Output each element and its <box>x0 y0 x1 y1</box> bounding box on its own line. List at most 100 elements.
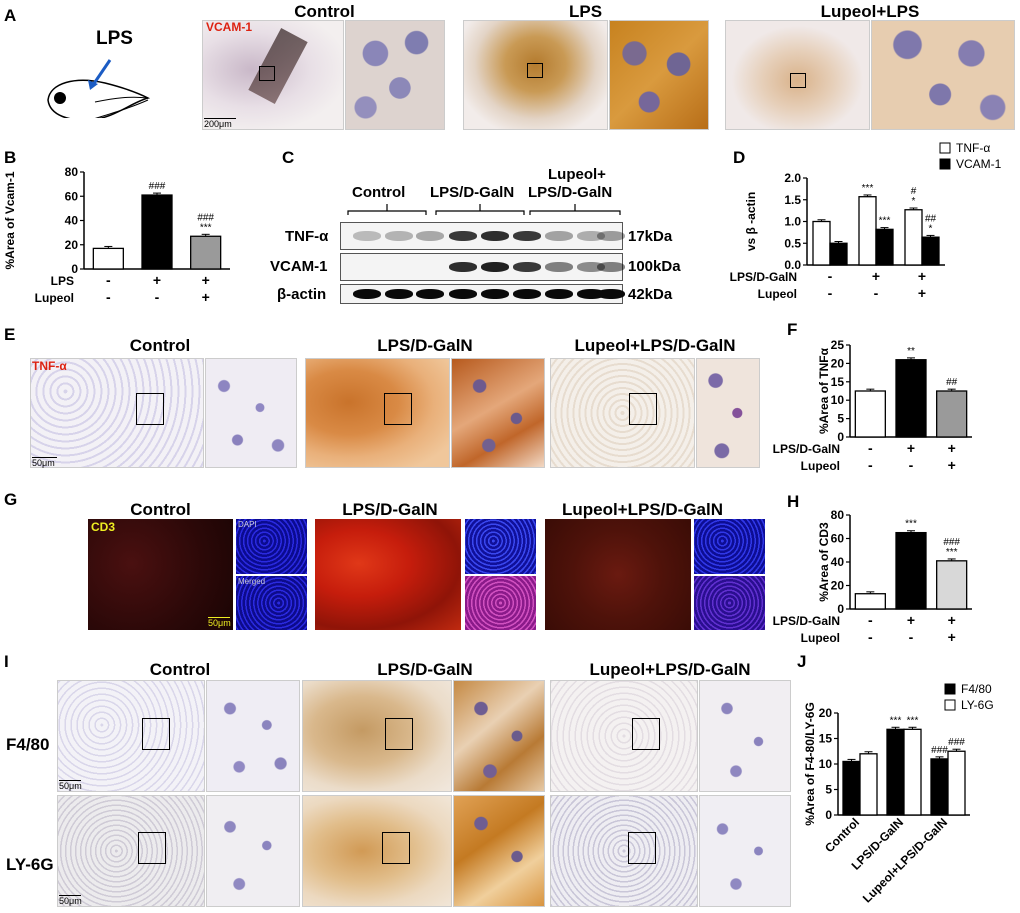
y-tick-label: 5 <box>837 412 844 426</box>
y-tick-label: 40 <box>65 214 79 228</box>
y-tick-label: 0.5 <box>784 236 801 250</box>
treatment-sign: - <box>155 289 160 305</box>
i-control-ly6g-zoom <box>206 795 300 907</box>
treatment-sign: + <box>153 272 161 288</box>
y-tick-label: 15 <box>819 732 833 746</box>
i-scale-bar-1: 50μm <box>59 780 82 791</box>
panel-label-a: A <box>4 6 17 25</box>
panel-label-j: J <box>797 652 807 671</box>
i-lps-f480-zoom <box>453 680 545 792</box>
blot-band <box>597 231 625 241</box>
significance-mark: *** <box>905 519 917 530</box>
a-title-lupeol-lps: Lupeol+LPS <box>820 2 920 21</box>
treatment-label: LPS/D-GalN <box>730 270 797 284</box>
i-lps-ly6g-zoom <box>453 795 545 907</box>
c-blot-tnf <box>340 222 625 250</box>
g-lupeol-dapi <box>694 519 765 574</box>
i-lupeol-ly6g-zoom-box <box>628 832 656 864</box>
significance-mark: *** <box>890 715 902 726</box>
blot-band <box>481 231 509 241</box>
panel-label-i: I <box>4 652 9 671</box>
y-tick-label: 1.5 <box>784 193 801 207</box>
bar <box>895 359 927 438</box>
y-tick-label: 40 <box>831 555 845 569</box>
i-lps-f480-zoom-box <box>385 718 413 750</box>
treatment-sign: + <box>948 440 956 456</box>
g-scale-text: 50μm <box>208 618 231 628</box>
significance-mark: * <box>912 196 916 207</box>
treatment-sign: + <box>907 612 915 628</box>
treatment-sign: - <box>106 272 111 288</box>
y-axis-label: %Area of TNFα <box>817 347 831 434</box>
i-lupeol-f480-zoom-box <box>632 718 660 750</box>
significance-mark: # <box>911 186 917 197</box>
c-row-tnf: TNF-α <box>285 228 329 245</box>
i-row-f480: F4/80 <box>6 735 50 754</box>
significance-mark: *** <box>946 547 958 558</box>
blot-band <box>513 262 541 272</box>
bar <box>858 196 877 266</box>
legend-swatch <box>939 142 951 154</box>
chart-d: vs β -actin0.00.51.01.52.0--******+-#*##… <box>730 141 1002 301</box>
treatment-sign: + <box>948 629 956 645</box>
e-control-zoom <box>205 358 297 468</box>
zebrafish-diagram <box>20 28 160 121</box>
e-control-overview <box>30 358 204 468</box>
i-control-ly6g-overview <box>57 795 205 907</box>
c-group-control: Control <box>352 184 406 201</box>
i-lps-f480-overview <box>302 680 452 792</box>
c-blot-actin <box>340 284 625 304</box>
i-lupeol-f480-overview <box>550 680 698 792</box>
significance-mark: *** <box>200 222 212 233</box>
chart-h: %Area of CD3020406080--***+-###***++LPS/… <box>773 508 972 645</box>
g-control-merged <box>236 576 307 630</box>
i-lps-ly6g-overview <box>302 795 452 907</box>
blot-band <box>513 289 541 299</box>
i-control-f480-overview <box>57 680 205 792</box>
i-lupeol-ly6g-overview <box>550 795 698 907</box>
legend-label: LY-6G <box>961 698 994 712</box>
c-blot-vcam <box>340 253 625 281</box>
treatment-sign: - <box>868 440 873 456</box>
chart-f: %Area of TNFα0510152025--**+-##++LPS/D-G… <box>773 338 972 473</box>
y-tick-label: 80 <box>65 165 79 179</box>
treatment-label: LPS/D-GalN <box>773 614 840 628</box>
blot-band <box>577 262 605 272</box>
i-row-ly6g: LY-6G <box>6 855 54 874</box>
a-lps-zoom-box <box>527 63 543 78</box>
c-row-vcam: VCAM-1 <box>270 258 328 275</box>
e-scale-text: 50μm <box>32 458 55 468</box>
legend-swatch <box>944 683 956 695</box>
panel-label-e: E <box>4 325 16 344</box>
blot-band <box>577 289 605 299</box>
a-lps-overview <box>463 20 608 130</box>
y-tick-label: 80 <box>831 508 845 522</box>
a-title-lps: LPS <box>568 2 603 21</box>
y-tick-label: 0.0 <box>784 258 801 272</box>
e-control-zoom-box <box>136 393 164 425</box>
bar <box>936 560 968 610</box>
y-tick-label: 10 <box>819 757 833 771</box>
panel-label-g: G <box>4 490 18 509</box>
g-lupeol-merged <box>694 576 765 630</box>
treatment-sign: - <box>868 457 873 473</box>
y-tick-label: 25 <box>831 338 845 352</box>
legend-swatch <box>939 158 951 170</box>
treatment-sign: + <box>918 268 926 284</box>
significance-mark: ## <box>925 213 937 224</box>
blot-band <box>577 231 605 241</box>
i-scale-bar-2: 50μm <box>59 895 82 906</box>
treatment-sign: - <box>828 285 833 301</box>
bar <box>921 236 940 266</box>
i-control-f480-zoom-box <box>142 718 170 750</box>
i-lupeol-ly6g-zoom <box>699 795 791 907</box>
i-title-lupeol: Lupeol+LPS/D-GalN <box>589 660 751 679</box>
g-lps-dapi <box>465 519 536 574</box>
bar <box>904 209 923 266</box>
bar <box>141 194 173 270</box>
blot-band <box>481 262 509 272</box>
treatment-label: LPS/D-GalN <box>773 442 840 456</box>
bar <box>842 760 861 816</box>
i-title-lps: LPS/D-GalN <box>377 660 473 679</box>
